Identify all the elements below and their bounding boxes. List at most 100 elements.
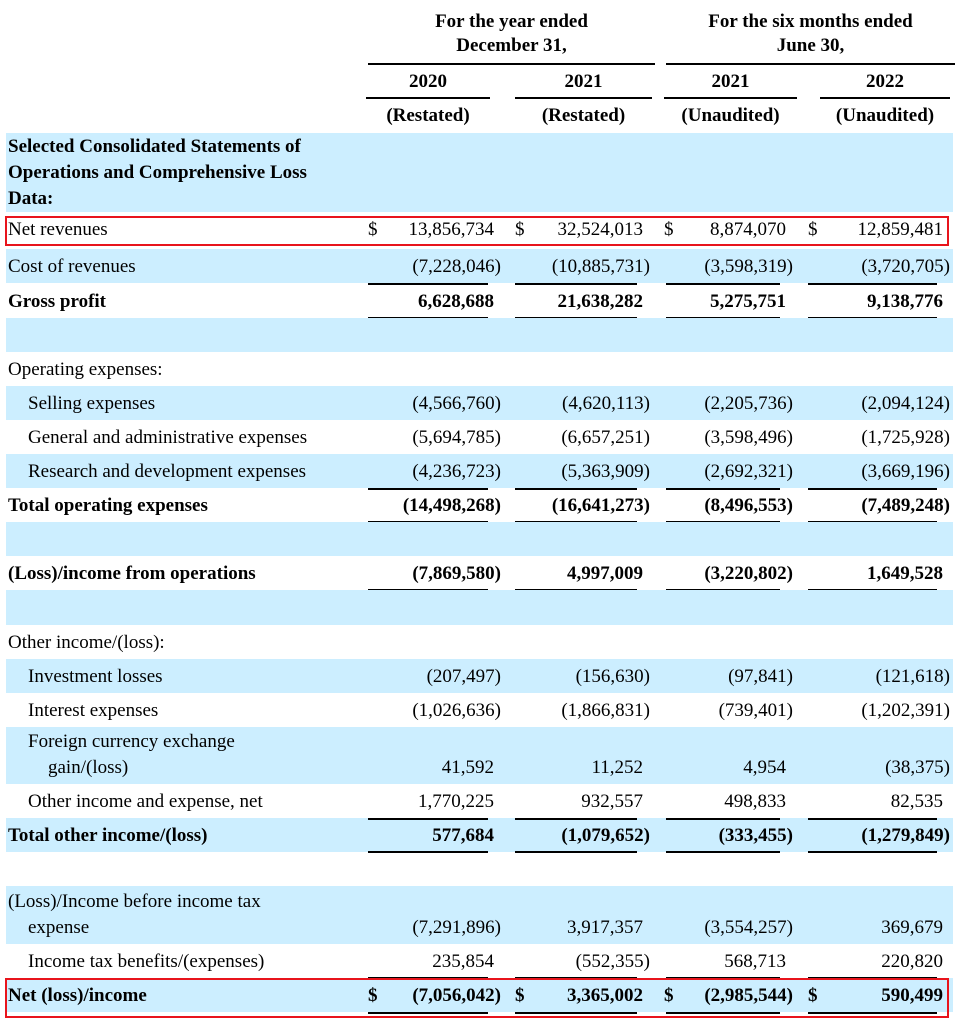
value-cell: 235,854 — [432, 951, 494, 972]
section-title-row: Selected Consolidated Statements of Opera… — [6, 133, 953, 212]
table-row: Research and development expenses (4,236,… — [6, 454, 953, 488]
value-cell: (1,725,928) — [861, 427, 950, 448]
row-label-line: Total operating expenses — [8, 495, 208, 516]
value-cell: (3,598,319) — [704, 256, 793, 277]
value-cell: (333,455) — [718, 825, 793, 846]
table-row: Selling expenses (4,566,760) (4,620,113) (2… — [6, 386, 953, 420]
header-line: For the year ended — [435, 11, 588, 32]
underline — [666, 488, 780, 490]
highlight-box — [5, 978, 949, 1018]
underline — [368, 488, 488, 490]
row-label: Income tax benefits/(expenses) — [28, 949, 264, 975]
value-cell: (6,657,251) — [561, 427, 650, 448]
value-cell: 32,524,013 — [557, 219, 644, 240]
underline — [808, 1012, 937, 1014]
underline — [808, 488, 937, 490]
currency-symbol: $ — [664, 219, 674, 240]
value-cell: (3,669,196) — [861, 461, 950, 482]
row-label-line: General and administrative expenses — [28, 427, 308, 448]
table-row — [6, 318, 953, 352]
row-label-line: expense — [28, 917, 90, 938]
table-row: (Loss)/Income before income tax expense (7… — [6, 886, 953, 944]
value-cell: (207,497) — [426, 666, 501, 687]
underline — [368, 283, 488, 285]
currency-symbol: $ — [808, 219, 818, 240]
value-cell: (97,841) — [728, 666, 793, 687]
value-cell: 4,997,009 — [567, 563, 643, 584]
highlight-box — [5, 216, 949, 246]
row-label: General and administrative expenses — [28, 425, 307, 451]
value-cell: 3,365,002 — [567, 985, 643, 1006]
table-row — [6, 522, 953, 556]
value-cell: (7,291,896) — [412, 917, 501, 938]
year-header: 2021 — [564, 71, 603, 92]
value-cell: (156,630) — [575, 666, 650, 687]
header-group-year: For the year ended December 31, — [368, 10, 655, 58]
underline — [515, 488, 637, 490]
table-row: Total other income/(loss) 577,684 (1,079,6… — [6, 818, 953, 852]
row-label-line: Other income and expense, net — [28, 791, 263, 812]
value-cell: (38,375) — [885, 757, 950, 778]
row-label-line: Foreign currency exchange — [28, 731, 235, 752]
header-group-six-months: For the six months ended June 30, — [666, 10, 955, 58]
value-cell: (16,641,273) — [551, 495, 650, 516]
value-cell: 1,770,225 — [418, 791, 494, 812]
value-cell: (4,620,113) — [562, 393, 650, 414]
value-cell: (2,205,736) — [704, 393, 793, 414]
value-cell: (2,985,544) — [704, 985, 793, 1006]
value-cell: (7,869,580) — [412, 563, 501, 584]
header-line: December 31, — [456, 35, 567, 56]
status-header: (Unaudited) — [681, 105, 780, 126]
row-label: (Loss)/Income before income tax expense — [8, 889, 261, 941]
value-cell: (5,363,909) — [561, 461, 650, 482]
value-cell: (4,236,723) — [412, 461, 501, 482]
underline — [515, 1012, 637, 1014]
currency-symbol: $ — [808, 985, 818, 1006]
row-label: Other income and expense, net — [28, 789, 263, 815]
row-label-line: gain/(loss) — [48, 757, 129, 778]
row-label-line: Total other income/(loss) — [8, 825, 208, 846]
value-cell: (3,554,257) — [704, 917, 793, 938]
row-label-line: Net (loss)/income — [8, 985, 147, 1006]
underline — [808, 818, 937, 820]
row-label-line: (Loss)/Income before income tax — [8, 891, 261, 912]
table-row: Other income and expense, net 1,770,225 93… — [6, 784, 953, 818]
table-row: Other income/(loss): — [6, 625, 953, 659]
row-label-line: Research and development expenses — [28, 461, 307, 482]
row-label: Research and development expenses — [28, 459, 306, 485]
value-cell: (552,355) — [575, 951, 650, 972]
divider — [666, 63, 955, 65]
currency-symbol: $ — [515, 985, 525, 1006]
row-label: Operating expenses: — [8, 357, 163, 383]
value-cell: (7,489,248) — [861, 495, 950, 516]
underline — [368, 818, 488, 820]
underline — [666, 1012, 780, 1014]
year-header: 2020 — [409, 71, 447, 92]
underline — [666, 283, 780, 285]
table-row: Cost of revenues (7,228,046) (10,885,731) (… — [6, 249, 953, 283]
value-cell: 11,252 — [591, 757, 643, 778]
table-row: Net (loss)/income (7,056,042) $3,365,002 $ (… — [6, 978, 953, 1012]
value-cell: 932,557 — [581, 791, 643, 812]
status-header: (Restated) — [541, 105, 626, 126]
section-title: Selected Consolidated Statements of Opera… — [8, 134, 307, 212]
year-header: 2022 — [866, 71, 904, 92]
value-cell: 82,535 — [890, 791, 943, 812]
table-row: Gross profit 6,628,688 21,638,282 5,275,751… — [6, 283, 953, 318]
row-label: Investment losses — [28, 664, 163, 690]
table-row: Income tax benefits/(expenses) 235,854 (55… — [6, 944, 953, 978]
value-cell: 41,592 — [441, 757, 494, 778]
underline — [368, 1012, 488, 1014]
table-row: Investment losses (207,497) (156,630) (97,8… — [6, 659, 953, 693]
value-cell: 4,954 — [743, 757, 786, 778]
table-row: General and administrative expenses (5,69… — [6, 420, 953, 454]
row-label: Gross profit — [8, 289, 106, 315]
currency-symbol: $ — [368, 985, 378, 1006]
value-cell: (14,498,268) — [402, 495, 501, 516]
value-cell: 12,859,481 — [857, 219, 944, 240]
value-cell: (8,496,553) — [704, 495, 793, 516]
title-line: Selected Consolidated Statements of — [8, 136, 301, 157]
row-label: Net revenues — [8, 217, 108, 243]
row-label-line: Gross profit — [8, 291, 106, 312]
value-cell: (2,094,124) — [861, 393, 950, 414]
